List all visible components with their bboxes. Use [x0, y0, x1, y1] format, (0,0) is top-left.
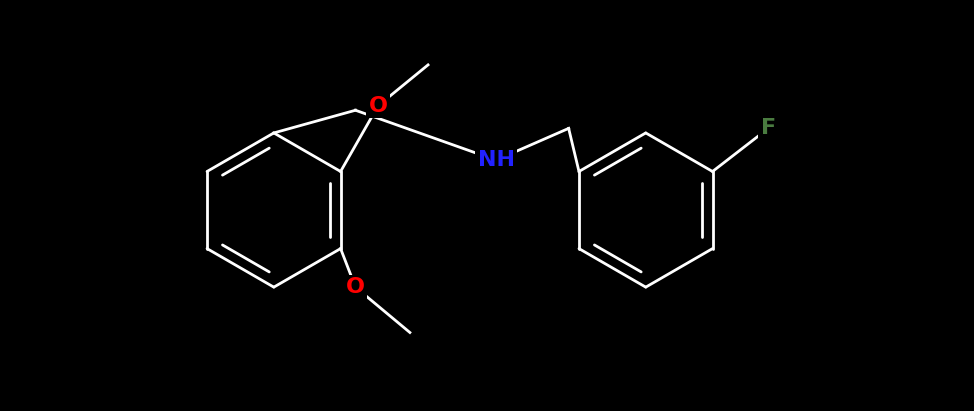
Text: NH: NH [477, 150, 514, 170]
Text: O: O [346, 277, 365, 297]
Text: F: F [761, 118, 775, 139]
Text: O: O [368, 96, 388, 116]
